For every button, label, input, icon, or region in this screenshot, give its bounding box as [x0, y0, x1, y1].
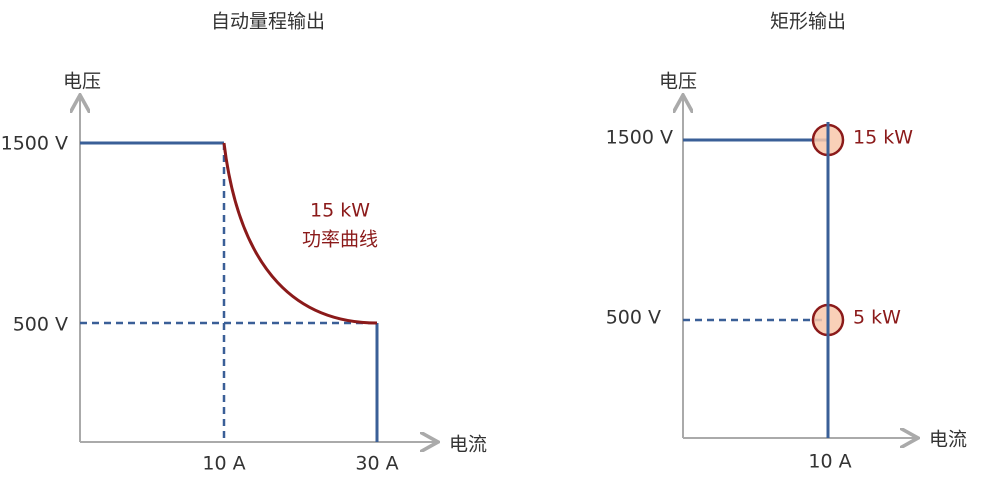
title: 矩形输出: [770, 11, 846, 33]
x-axis-label: 电流: [449, 434, 487, 456]
y-label: 1500 V: [606, 127, 673, 149]
power-curve: [222, 142, 378, 325]
annotation: 5 kW: [853, 307, 901, 329]
x-axis-label: 电流: [929, 429, 967, 451]
x-label: 10 A: [202, 453, 245, 475]
annotation: 功率曲线: [302, 229, 378, 251]
rect-line: [683, 138, 830, 438]
y-label: 500 V: [13, 314, 68, 336]
x-label: 30 A: [355, 453, 398, 475]
y-axis-label: 电压: [63, 71, 101, 93]
y-axis-label: 电压: [659, 71, 697, 93]
annotation: 15 kW: [853, 127, 913, 149]
y-label: 1500 V: [1, 133, 68, 155]
title: 自动量程输出: [211, 11, 325, 33]
y-label: 500 V: [606, 307, 661, 329]
annotation: 15 kW: [310, 200, 370, 222]
x-label: 10 A: [808, 451, 851, 473]
